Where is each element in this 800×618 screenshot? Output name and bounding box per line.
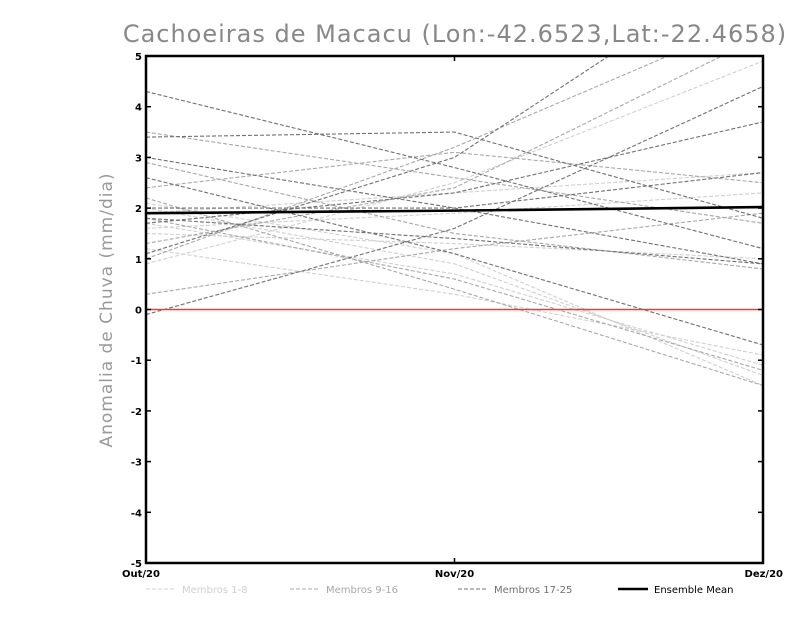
member-line-9	[146, 217, 763, 371]
x-tick-label: Dez/20	[745, 569, 784, 580]
legend-label: Membros 1-8	[182, 585, 248, 596]
member-line-18	[146, 131, 763, 219]
member-line-3	[146, 248, 763, 356]
member-line-14	[146, 151, 763, 189]
series-layer	[146, 56, 763, 387]
member-line-1	[146, 202, 763, 387]
x-axis-ticks: Out/20 Nov/20 Dez/20	[122, 56, 783, 580]
member-line-23	[146, 177, 763, 346]
member-line-17	[146, 90, 763, 250]
y-axis-label: Anomalia de Chuva (mm/dia)	[97, 172, 117, 447]
ensemble-mean-line	[146, 205, 763, 215]
member-line-25	[146, 172, 763, 209]
mean-layer	[146, 205, 763, 215]
x-tick-label: Nov/20	[435, 569, 474, 580]
y-tick-label: -3	[131, 458, 142, 469]
member-line-12	[146, 212, 763, 295]
member-line-5	[146, 60, 763, 265]
member-line-24	[146, 217, 763, 265]
y-tick-label: 2	[135, 204, 142, 215]
chart-title: Cachoeiras de Macacu (Lon:-42.6523,Lat:-…	[123, 20, 787, 48]
member-line-16	[146, 161, 763, 270]
member-line-7	[146, 207, 763, 376]
y-tick-label: 3	[135, 153, 142, 164]
y-axis-ticks: -5 -4 -3 -2 -1 0 1 2 3 4 5	[131, 52, 763, 570]
y-tick-label: 0	[135, 306, 142, 317]
legend: Membros 1-8 Membros 9-16 Membros 17-25 Ense…	[146, 585, 733, 596]
y-tick-label: -1	[131, 356, 142, 367]
y-tick-label: -2	[131, 407, 142, 418]
legend-label: Ensemble Mean	[654, 585, 733, 596]
member-line-15	[146, 56, 670, 260]
member-line-2	[146, 222, 763, 366]
member-line-13	[146, 197, 763, 387]
y-tick-label: 4	[135, 103, 142, 114]
y-tick-label: 1	[135, 255, 142, 266]
legend-label: Membros 17-25	[494, 585, 572, 596]
y-tick-label: 5	[135, 52, 142, 63]
y-tick-label: -4	[131, 508, 142, 519]
x-tick-label: Out/20	[122, 569, 160, 580]
y-tick-label: -5	[131, 559, 142, 570]
member-line-8	[146, 192, 763, 229]
legend-label: Membros 9-16	[326, 585, 398, 596]
member-line-20	[146, 85, 763, 316]
member-line-6	[146, 232, 763, 260]
